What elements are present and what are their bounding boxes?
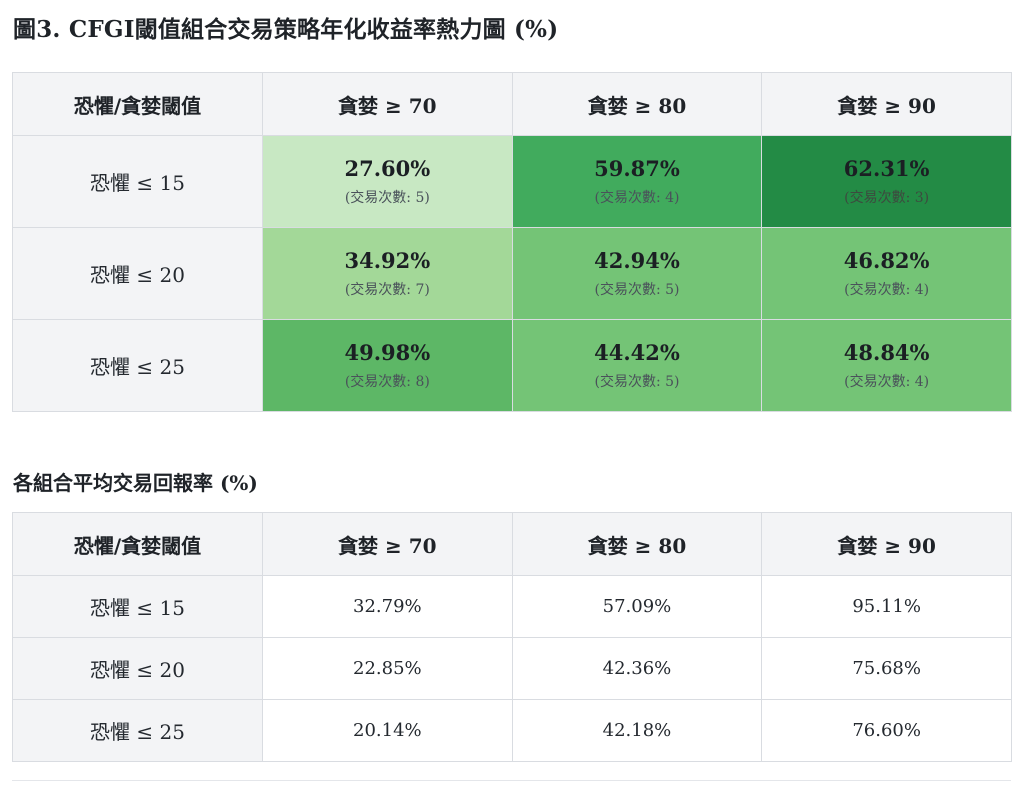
heatmap-cell: 46.82% (交易次數: 4) — [761, 227, 1012, 320]
heatmap-cell: 48.84% (交易次數: 4) — [761, 319, 1012, 412]
heatmap-cell: 44.42% (交易次數: 5) — [511, 319, 763, 412]
returns-cell: 95.11% — [761, 575, 1012, 638]
heatmap-cell: 42.94% (交易次數: 5) — [511, 227, 763, 320]
heatmap-row: 恐懼 ≤ 15 27.60% (交易次數: 5) 59.87% (交易次數: 4… — [12, 135, 1012, 228]
returns-cell: 32.79% — [262, 575, 513, 638]
returns-header-greed-80: 貪婪 ≥ 80 — [511, 512, 763, 576]
heatmap-cell-trade-count: (交易次數: 3) — [844, 189, 930, 206]
heatmap-cell-trade-count: (交易次數: 4) — [844, 373, 930, 390]
page-title: 圖3. CFGI閾值組合交易策略年化收益率熱力圖 (%) — [13, 16, 559, 43]
returns-cell: 22.85% — [262, 637, 513, 700]
heatmap-cell-trade-count: (交易次數: 4) — [844, 281, 930, 298]
heatmap-cell-trade-count: (交易次數: 5) — [594, 373, 680, 390]
heatmap-cell-trade-count: (交易次數: 4) — [594, 189, 680, 206]
heatmap-cell-percent: 42.94% — [594, 247, 680, 273]
table-row: 恐懼 ≤ 20 22.85% 42.36% 75.68% — [12, 637, 1012, 700]
returns-cell: 75.68% — [761, 637, 1012, 700]
returns-table: 恐懼/貪婪閾值 貪婪 ≥ 70 貪婪 ≥ 80 貪婪 ≥ 90 恐懼 ≤ 15 … — [12, 512, 1012, 762]
heatmap-row: 恐懼 ≤ 20 34.92% (交易次數: 7) 42.94% (交易次數: 5… — [12, 227, 1012, 320]
heatmap-row-header-fear-25: 恐懼 ≤ 25 — [12, 319, 263, 412]
returns-row-header-fear-20: 恐懼 ≤ 20 — [12, 637, 263, 700]
table-row: 恐懼 ≤ 25 20.14% 42.18% 76.60% — [12, 699, 1012, 762]
heatmap-cell-trade-count: (交易次數: 7) — [344, 281, 430, 298]
heatmap-header-corner: 恐懼/貪婪閾值 — [12, 72, 263, 136]
returns-cell: 42.18% — [511, 699, 763, 762]
heatmap-cell-trade-count: (交易次數: 8) — [344, 373, 430, 390]
heatmap-cell-trade-count: (交易次數: 5) — [594, 281, 680, 298]
heatmap-cell-percent: 49.98% — [344, 339, 431, 365]
heatmap-cell: 62.31% (交易次數: 3) — [761, 135, 1012, 228]
heatmap-cell: 34.92% (交易次數: 7) — [262, 227, 513, 320]
returns-header-row: 恐懼/貪婪閾值 貪婪 ≥ 70 貪婪 ≥ 80 貪婪 ≥ 90 — [12, 512, 1012, 576]
section-subtitle: 各組合平均交易回報率 (%) — [13, 471, 258, 495]
heatmap-header-greed-90: 貪婪 ≥ 90 — [761, 72, 1012, 136]
returns-row-header-fear-15: 恐懼 ≤ 15 — [12, 575, 263, 638]
heatmap-header-row: 恐懼/貪婪閾值 貪婪 ≥ 70 貪婪 ≥ 80 貪婪 ≥ 90 — [12, 72, 1012, 136]
heatmap-cell-percent: 34.92% — [344, 247, 431, 273]
table-row: 恐懼 ≤ 15 32.79% 57.09% 95.11% — [12, 575, 1012, 638]
heatmap-table: 恐懼/貪婪閾值 貪婪 ≥ 70 貪婪 ≥ 80 貪婪 ≥ 90 恐懼 ≤ 15 … — [12, 72, 1012, 412]
heatmap-cell: 27.60% (交易次數: 5) — [262, 135, 513, 228]
returns-cell: 57.09% — [511, 575, 763, 638]
heatmap-cell-percent: 27.60% — [344, 155, 431, 181]
heatmap-cell-trade-count: (交易次數: 5) — [344, 189, 430, 206]
returns-cell: 42.36% — [511, 637, 763, 700]
divider — [12, 780, 1011, 781]
heatmap-row-header-fear-15: 恐懼 ≤ 15 — [12, 135, 263, 228]
returns-header-greed-90: 貪婪 ≥ 90 — [761, 512, 1012, 576]
heatmap-header-greed-80: 貪婪 ≥ 80 — [511, 72, 763, 136]
heatmap-cell-percent: 62.31% — [843, 155, 930, 181]
heatmap-cell: 49.98% (交易次數: 8) — [262, 319, 513, 412]
returns-cell: 76.60% — [761, 699, 1012, 762]
returns-row-header-fear-25: 恐懼 ≤ 25 — [12, 699, 263, 762]
returns-header-greed-70: 貪婪 ≥ 70 — [262, 512, 513, 576]
heatmap-cell-percent: 48.84% — [843, 339, 930, 365]
heatmap-cell-percent: 46.82% — [843, 247, 930, 273]
returns-header-corner: 恐懼/貪婪閾值 — [12, 512, 263, 576]
returns-cell: 20.14% — [262, 699, 513, 762]
heatmap-cell: 59.87% (交易次數: 4) — [511, 135, 763, 228]
heatmap-row-header-fear-20: 恐懼 ≤ 20 — [12, 227, 263, 320]
heatmap-cell-percent: 59.87% — [594, 155, 680, 181]
heatmap-row: 恐懼 ≤ 25 49.98% (交易次數: 8) 44.42% (交易次數: 5… — [12, 319, 1012, 412]
heatmap-header-greed-70: 貪婪 ≥ 70 — [262, 72, 513, 136]
heatmap-cell-percent: 44.42% — [594, 339, 680, 365]
